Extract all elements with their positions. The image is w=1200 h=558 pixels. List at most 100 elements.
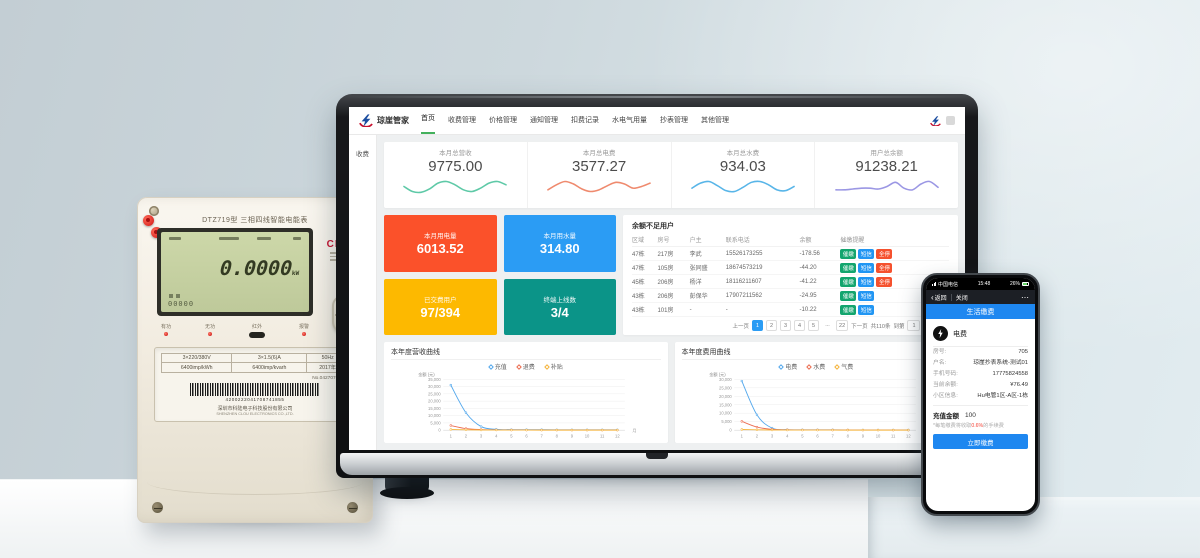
svg-text:20,000: 20,000 bbox=[428, 399, 441, 404]
cell-owner: 彭保华 bbox=[689, 288, 726, 303]
stat-value: 91238.21 bbox=[855, 158, 918, 175]
indicator-active-power: 有功 bbox=[161, 323, 171, 338]
svg-text:12: 12 bbox=[615, 434, 620, 439]
remind-button[interactable]: 催缴 bbox=[840, 276, 857, 287]
svg-text:0: 0 bbox=[729, 428, 732, 433]
spec-current: 3×1.5(6)A bbox=[231, 353, 308, 363]
stat-card-monthly-water-fee: 本月总水费 934.03 bbox=[672, 142, 816, 208]
nav-item-price-mgmt[interactable]: 价格管理 bbox=[489, 117, 517, 124]
field-room: 房号: 705 bbox=[933, 349, 1028, 355]
stat-cards-row: 本月总营收 9775.00 本月总电费 3577.27 本月总水费 bbox=[384, 142, 958, 208]
more-menu-icon[interactable]: ⋯ bbox=[1021, 292, 1030, 302]
monitor: 琼崖管家 首页 收费管理 价格管理 通知管理 扣费记录 水电气用量 抄表管理 其… bbox=[336, 94, 978, 478]
legend-item[interactable]: 气费 bbox=[834, 362, 853, 371]
cell-phone: 18674573219 bbox=[725, 260, 800, 275]
cell-balance: -41.22 bbox=[799, 274, 841, 289]
pay-now-button[interactable]: 立即缴费 bbox=[933, 434, 1028, 449]
back-button[interactable]: 返回 bbox=[934, 295, 947, 302]
sparkline-chart bbox=[691, 180, 795, 193]
recharge-row: 充值金额 100 bbox=[933, 405, 1028, 420]
remind-button[interactable]: 催缴 bbox=[840, 304, 857, 315]
legend-marker-icon bbox=[806, 363, 813, 370]
low-balance-panel: 余额不足用户 区域 房号 户主 联系电话 余额 bbox=[623, 215, 958, 335]
nav-item-home[interactable]: 首页 bbox=[421, 107, 435, 134]
next-page-button[interactable]: 下一页 bbox=[851, 323, 868, 330]
svg-text:6: 6 bbox=[816, 434, 819, 439]
nav-item-fee-mgmt[interactable]: 收费管理 bbox=[448, 117, 476, 124]
page-button-2[interactable]: 2 bbox=[766, 320, 778, 331]
svg-text:金额 (元): 金额 (元) bbox=[709, 371, 726, 377]
tile-label: 本月用电量 bbox=[424, 233, 457, 241]
spec-imp-kvarh: 6400imp/kvarh bbox=[231, 362, 308, 373]
legend-item[interactable]: 补贴 bbox=[543, 362, 563, 371]
mid-row: 本月用电量 6013.52 本月用水量 314.80 已交费用户 97/394 bbox=[384, 215, 958, 335]
remind-button[interactable]: 催缴 bbox=[840, 262, 857, 273]
bolt-icon bbox=[938, 329, 943, 338]
tile-value: 6013.52 bbox=[416, 241, 464, 257]
sms-button[interactable]: 短信 bbox=[858, 276, 875, 287]
lcd-segment bbox=[219, 237, 239, 240]
cell-room: 101房 bbox=[657, 302, 690, 317]
nav-item-utility-usage[interactable]: 水电气用量 bbox=[612, 117, 647, 124]
svg-text:月: 月 bbox=[632, 428, 636, 433]
tile-value: 3/4 bbox=[550, 304, 569, 320]
recharge-amount-input[interactable]: 100 bbox=[965, 411, 976, 419]
cutoff-button[interactable]: 全停 bbox=[876, 262, 893, 273]
dashboard-body: 收费 本月总营收 9775.00 本月总电费 3577.27 bbox=[349, 135, 965, 450]
sidebar-item-fees[interactable]: 收费 bbox=[356, 151, 369, 158]
life-payment-banner: 生活缴费 bbox=[926, 304, 1035, 319]
charts-row: 本年度营收曲线 充值 退费 补贴 0 5,000 10,000 15,000 20,00… bbox=[384, 342, 958, 443]
sparkline-chart bbox=[834, 180, 939, 191]
svg-text:30,000: 30,000 bbox=[719, 377, 732, 382]
cell-region: 43栋 bbox=[632, 288, 658, 303]
cell-owner: 李武 bbox=[689, 246, 726, 261]
page-button-5[interactable]: 5 bbox=[808, 320, 820, 331]
col-phone: 联系电话 bbox=[725, 234, 800, 247]
prev-page-button[interactable]: 上一页 bbox=[732, 323, 750, 330]
nav-item-meter-reading[interactable]: 抄表管理 bbox=[660, 117, 688, 124]
legend-item[interactable]: 退费 bbox=[515, 362, 535, 371]
nav-item-notice-mgmt[interactable]: 通知管理 bbox=[530, 117, 558, 124]
svg-text:10,000: 10,000 bbox=[428, 413, 441, 418]
page-button-3[interactable]: 3 bbox=[780, 320, 792, 331]
phone-nav-bar: ‹ 返回 关闭 ⋯ bbox=[926, 290, 1035, 304]
table-row: 45栋 206房 杨洋 18116211607 -41.22 催缴 短信 全停 bbox=[632, 274, 949, 289]
legend-item[interactable]: 充值 bbox=[487, 362, 507, 371]
svg-text:12: 12 bbox=[906, 434, 911, 439]
legend-marker-icon bbox=[834, 363, 841, 370]
page-button-22[interactable]: 22 bbox=[836, 320, 849, 331]
sms-button[interactable]: 短信 bbox=[858, 304, 875, 315]
nav-item-other-mgmt[interactable]: 其他管理 bbox=[701, 117, 729, 124]
legend-item[interactable]: 水费 bbox=[806, 362, 825, 371]
battery-icon bbox=[1022, 282, 1029, 286]
dashboard-topbar: 琼崖管家 首页 收费管理 价格管理 通知管理 扣费记录 水电气用量 抄表管理 其… bbox=[349, 107, 965, 135]
company-name-cn: 深圳市科陆电子科技股份有限公司 bbox=[217, 406, 293, 412]
goto-page-input[interactable]: 1 bbox=[907, 320, 921, 331]
main-content: 本月总营收 9775.00 本月总电费 3577.27 本月总水费 bbox=[377, 135, 965, 450]
back-icon[interactable]: ‹ bbox=[931, 292, 934, 302]
user-avatar[interactable] bbox=[946, 116, 955, 125]
stat-label: 用户总余额 bbox=[870, 150, 903, 157]
cell-balance: -24.95 bbox=[799, 288, 841, 303]
table-row: 47栋 217房 李武 15526173255 -178.56 催缴 短信 全停 bbox=[632, 246, 949, 261]
svg-text:0: 0 bbox=[438, 428, 441, 433]
sms-button[interactable]: 短信 bbox=[858, 248, 875, 259]
cutoff-button[interactable]: 全停 bbox=[876, 248, 893, 259]
close-button[interactable]: 关闭 bbox=[955, 295, 968, 302]
svg-text:3: 3 bbox=[770, 434, 773, 439]
page-button-4[interactable]: 4 bbox=[794, 320, 806, 331]
lcd-segment bbox=[293, 237, 301, 240]
legend-item[interactable]: 电费 bbox=[778, 362, 797, 371]
svg-text:7: 7 bbox=[540, 434, 543, 439]
page-button-1[interactable]: 1 bbox=[752, 320, 764, 331]
cutoff-button[interactable]: 全停 bbox=[876, 276, 893, 287]
infrared-window-icon bbox=[249, 332, 265, 338]
spec-imp-kwh: 6400imp/kWh bbox=[160, 362, 233, 373]
sms-button[interactable]: 短信 bbox=[858, 290, 875, 301]
battery-percent: 26% bbox=[1009, 281, 1020, 287]
remind-button[interactable]: 催缴 bbox=[840, 248, 857, 259]
remind-button[interactable]: 催缴 bbox=[840, 290, 857, 301]
tile-monthly-electricity-usage: 本月用电量 6013.52 bbox=[384, 215, 497, 272]
sms-button[interactable]: 短信 bbox=[858, 262, 875, 273]
nav-item-deduction-records[interactable]: 扣费记录 bbox=[571, 117, 599, 124]
